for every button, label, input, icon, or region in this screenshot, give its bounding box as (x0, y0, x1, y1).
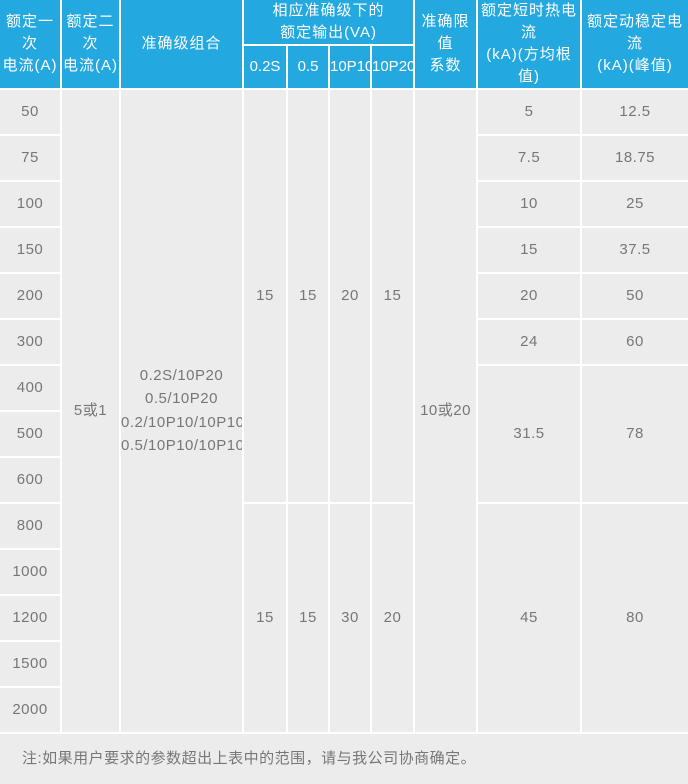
table-row: 200 20 50 (0, 271, 688, 320)
cell-thermal-current: 5 (476, 87, 583, 136)
header-subcol-10p20: 10P20 (369, 43, 415, 90)
table-header: 额定一次 电流(A) 额定二次 电流(A) 准确级组合 相应准确级下的 额定输出… (0, 0, 688, 90)
footnote-text: 注:如果用户要求的参数超出上表中的范围，请与我公司协商确定。 (22, 749, 477, 767)
cell-primary-current: 800 (0, 501, 62, 550)
table-row: 50 5或1 0.2S/10P20 0.5/10P20 0.2/10P10/10… (0, 87, 688, 734)
cell-primary-current: 50 (0, 87, 62, 136)
table-row: 1000 (0, 547, 688, 596)
cell-primary-current: 150 (0, 225, 62, 274)
header-thermal-current: 额定短时热电流 (kA)(方均根值) (476, 0, 583, 90)
cell-accuracy-combo: 0.2S/10P20 0.5/10P20 0.2/10P10/10P10 0.5… (119, 87, 244, 734)
header-subcol-0-5: 0.5 (286, 43, 330, 90)
cell-dynamic-current: 37.5 (580, 225, 688, 274)
cell-primary-current: 600 (0, 455, 61, 504)
cell-primary-current: 500 (0, 409, 61, 458)
cell-primary-current: 200 (0, 271, 62, 320)
cell-primary-current: 400 (0, 363, 62, 412)
cell-output-0-2s-group1: 15 (242, 87, 288, 504)
cell-dynamic-current-merged: 78 (580, 363, 688, 504)
table-row: 800 15 15 30 20 45 80 (0, 501, 688, 734)
cell-dynamic-current-merged: 80 (580, 501, 688, 734)
table-row: 1500 (0, 639, 688, 688)
cell-primary-current: 2000 (0, 685, 61, 734)
cell-dynamic-current: 12.5 (580, 87, 688, 136)
cell-output-10p10-group2: 30 (328, 501, 372, 734)
cell-thermal-current: 20 (476, 271, 583, 320)
table-body: 50 5或1 0.2S/10P20 0.5/10P20 0.2/10P10/10… (0, 87, 688, 734)
header-subcol-10p10: 10P10 (328, 43, 372, 90)
spec-table: 额定一次 电流(A) 额定二次 电流(A) 准确级组合 相应准确级下的 额定输出… (0, 0, 688, 734)
cell-thermal-current-merged: 45 (476, 501, 583, 734)
cell-thermal-current: 24 (476, 317, 583, 366)
table-row: 2000 (0, 685, 688, 734)
header-accuracy-combo: 准确级组合 (119, 0, 244, 90)
cell-output-10p20-group2: 20 (369, 501, 416, 734)
header-secondary-current: 额定二次 电流(A) (60, 0, 121, 90)
table-row: 100 10 25 (0, 179, 688, 228)
table-row: 1200 (0, 593, 688, 642)
cell-primary-current: 100 (0, 179, 62, 228)
header-rated-output-group: 相应准确级下的 额定输出(VA) (241, 0, 416, 46)
header-row-subcols: 0.2S 0.5 10P10 10P20 (0, 43, 688, 90)
cell-output-10p10-group1: 20 (328, 87, 372, 504)
cell-dynamic-current: 18.75 (580, 133, 688, 182)
table-row: 300 24 60 (0, 317, 688, 366)
cell-accuracy-limit-factor: 10或20 (413, 87, 479, 734)
cell-secondary-current: 5或1 (60, 87, 121, 734)
footnote: 注:如果用户要求的参数超出上表中的范围，请与我公司协商确定。 (0, 733, 688, 781)
cell-thermal-current: 15 (476, 225, 583, 274)
cell-primary-current: 1200 (0, 593, 61, 642)
header-primary-current: 额定一次 电流(A) (0, 0, 62, 90)
cell-thermal-current: 7.5 (476, 133, 583, 182)
cell-primary-current: 75 (0, 133, 62, 182)
cell-output-0-2s-group2: 15 (242, 501, 288, 734)
cell-primary-current: 1000 (0, 547, 61, 596)
cell-output-0-5-group1: 15 (286, 87, 330, 504)
cell-thermal-current-merged: 31.5 (476, 363, 583, 504)
cell-output-0-5-group2: 15 (286, 501, 330, 734)
table-row: 150 15 37.5 (0, 225, 688, 274)
header-dynamic-current: 额定动稳定电流 (kA)(峰值) (580, 0, 688, 90)
header-accuracy-limit-factor: 准确限值 系数 (413, 0, 479, 90)
table-row: 600 (0, 455, 688, 504)
cell-primary-current: 1500 (0, 639, 61, 688)
cell-primary-current: 300 (0, 317, 62, 366)
header-row-top: 额定一次 电流(A) 额定二次 电流(A) 准确级组合 相应准确级下的 额定输出… (0, 0, 688, 90)
table-row: 400 31.5 78 (0, 363, 688, 504)
cell-dynamic-current: 50 (580, 271, 688, 320)
cell-output-10p20-group1: 15 (369, 87, 416, 504)
cell-dynamic-current: 60 (580, 317, 688, 366)
table-row: 500 (0, 409, 688, 458)
cell-dynamic-current: 25 (580, 179, 688, 228)
header-subcol-0-2s: 0.2S (243, 43, 288, 90)
table-row: 75 7.5 18.75 (0, 133, 688, 182)
cell-thermal-current: 10 (476, 179, 583, 228)
